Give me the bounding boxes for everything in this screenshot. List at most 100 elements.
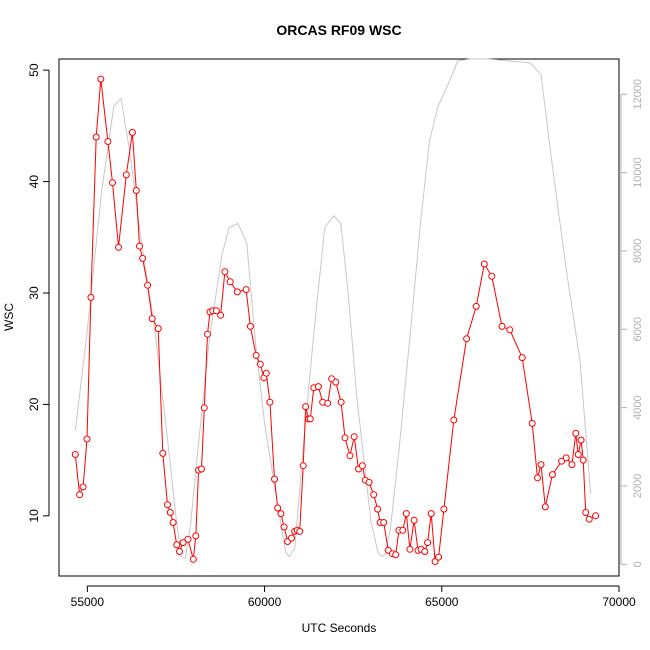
data-point	[109, 179, 116, 187]
data-point	[277, 510, 285, 518]
y-right-tick-label: 2000	[632, 474, 644, 498]
data-point	[585, 515, 593, 523]
data-point	[431, 558, 439, 565]
data-point	[572, 429, 580, 437]
data-point	[337, 398, 345, 406]
data-point	[76, 491, 84, 499]
data-point	[406, 545, 414, 553]
data-point	[87, 293, 95, 301]
data-point	[166, 509, 174, 516]
y-tick-label: 50	[27, 63, 41, 77]
data-point	[139, 254, 147, 262]
data-point	[399, 526, 407, 534]
data-point	[302, 403, 310, 411]
data-point	[212, 307, 220, 315]
data-point	[506, 326, 514, 334]
data-point	[159, 449, 167, 457]
data-point	[534, 474, 541, 482]
data-point	[574, 451, 582, 458]
data-point	[204, 330, 211, 338]
data-point	[498, 322, 506, 330]
data-point	[271, 475, 278, 483]
data-point	[164, 501, 171, 509]
data-point	[314, 383, 322, 391]
data-point	[324, 399, 332, 407]
data-point	[488, 272, 496, 280]
y-tick-label: 40	[27, 175, 41, 189]
data-point	[128, 129, 136, 136]
data-point	[582, 509, 590, 516]
data-point	[374, 505, 382, 513]
data-point	[562, 454, 570, 462]
data-point	[568, 461, 576, 469]
data-point	[79, 483, 87, 491]
y-right-tick-label: 12000	[632, 79, 644, 110]
data-point	[176, 548, 183, 555]
data-point	[122, 171, 130, 179]
data-point	[346, 452, 354, 460]
data-point	[288, 534, 295, 542]
series-layer	[71, 58, 600, 565]
data-point	[97, 75, 105, 83]
data-point	[132, 187, 140, 194]
series-line-secondary	[74, 58, 592, 560]
y-tick-label: 30	[27, 286, 41, 300]
data-point	[115, 243, 122, 251]
data-point	[579, 456, 587, 464]
plot-frame	[58, 58, 620, 577]
data-point	[192, 532, 200, 540]
y-axis-left: 10 20 30 40 50	[27, 63, 50, 523]
data-point	[424, 539, 432, 547]
data-point	[104, 138, 112, 145]
x-axis-label: UTC Seconds	[302, 621, 377, 635]
data-point	[242, 286, 250, 294]
data-point	[221, 268, 229, 276]
data-point	[200, 404, 208, 412]
data-point	[380, 519, 388, 526]
y-axis-label: WSC	[2, 303, 16, 331]
data-point	[435, 553, 443, 561]
data-point	[341, 434, 349, 442]
data-point	[280, 523, 288, 531]
data-point	[246, 322, 254, 330]
x-axis: 55000 60000 65000 70000	[71, 585, 636, 609]
data-point	[296, 527, 304, 535]
data-point	[541, 503, 549, 511]
data-point	[410, 516, 418, 524]
data-point	[266, 398, 274, 406]
data-point	[189, 555, 197, 563]
data-point	[472, 302, 480, 310]
data-point	[358, 462, 366, 470]
data-point	[148, 315, 156, 323]
data-point	[154, 325, 162, 333]
x-tick-label: 60000	[248, 595, 282, 609]
data-point	[184, 535, 192, 543]
data-point	[370, 491, 378, 499]
data-point	[548, 471, 556, 479]
data-point	[365, 478, 373, 486]
data-point	[350, 433, 358, 441]
data-point	[440, 505, 448, 513]
data-point	[226, 278, 234, 286]
data-point	[577, 436, 585, 444]
data-point	[136, 242, 143, 250]
y-right-tick-label: 8000	[632, 239, 644, 263]
y-axis-right: 0 2000 4000 6000 8000 10000 12000	[620, 79, 644, 567]
data-point	[217, 311, 225, 319]
data-point	[537, 461, 545, 469]
data-point	[332, 378, 340, 386]
y-right-tick-label: 0	[632, 561, 644, 567]
data-point	[252, 351, 260, 359]
data-point	[262, 369, 270, 377]
data-point	[169, 519, 177, 526]
y-tick-label: 20	[27, 397, 41, 411]
data-point	[83, 435, 91, 443]
data-point	[92, 133, 100, 141]
data-point	[558, 457, 566, 465]
y-tick-label: 10	[27, 509, 41, 523]
data-point	[450, 416, 458, 424]
data-point	[528, 419, 536, 427]
data-point	[427, 510, 435, 518]
